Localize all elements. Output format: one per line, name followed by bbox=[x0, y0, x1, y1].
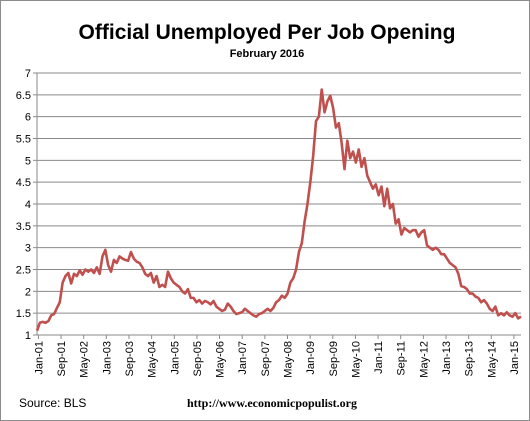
y-axis-ticks: 1 1.5 2 2.5 3 3.5 4 4.5 5 5.5 6 6.5 7 bbox=[16, 68, 37, 342]
chart-title: Official Unemployed Per Job Opening bbox=[79, 21, 456, 44]
x-tick-label: Jan-11 bbox=[373, 341, 385, 374]
x-axis-ticks: Jan-01 Sep-01 May-02 Jan-03 Sep-03 May-04 Jan-… bbox=[33, 335, 521, 378]
y-tick-label: 1.5 bbox=[16, 308, 31, 320]
y-tick-label: 2 bbox=[25, 286, 31, 298]
x-tick-label: Sep-01 bbox=[56, 341, 68, 376]
y-tick-label: 2.5 bbox=[16, 265, 31, 277]
x-tick-label: May-08 bbox=[282, 341, 294, 378]
x-tick-label: May-14 bbox=[486, 341, 498, 378]
x-tick-label: Sep-05 bbox=[192, 341, 204, 376]
y-tick-label: 6.5 bbox=[16, 90, 31, 102]
y-tick-label: 6 bbox=[25, 112, 31, 124]
chart-subtitle: February 2016 bbox=[230, 48, 305, 60]
x-tick-label: Jan-01 bbox=[33, 341, 45, 375]
y-tick-label: 3.5 bbox=[16, 221, 31, 233]
y-tick-label: 1 bbox=[25, 330, 31, 342]
axes bbox=[36, 73, 521, 336]
x-tick-label: May-10 bbox=[350, 341, 362, 378]
x-tick-label: May-12 bbox=[418, 341, 430, 378]
x-tick-label: Jan-15 bbox=[509, 341, 521, 375]
x-tick-label: Jan-09 bbox=[305, 341, 317, 375]
x-tick-label: Jan-07 bbox=[237, 341, 249, 375]
x-tick-label: May-02 bbox=[79, 341, 91, 378]
x-tick-label: Jan-03 bbox=[101, 341, 113, 375]
gridlines bbox=[37, 72, 521, 336]
y-tick-label: 4 bbox=[25, 199, 31, 211]
x-tick-label: Jan-05 bbox=[169, 341, 181, 375]
x-tick-label: Jan-13 bbox=[441, 341, 453, 375]
series-line bbox=[35, 88, 522, 332]
y-tick-label: 4.5 bbox=[16, 177, 31, 189]
x-tick-label: Sep-07 bbox=[260, 341, 272, 376]
x-tick-label: Sep-11 bbox=[396, 341, 408, 376]
x-tick-label: Sep-03 bbox=[124, 341, 136, 376]
x-tick-label: May-06 bbox=[215, 341, 227, 378]
source-label: Source: BLS bbox=[19, 396, 86, 410]
y-tick-label: 3 bbox=[25, 243, 31, 255]
x-tick-label: Sep-09 bbox=[328, 341, 340, 376]
x-tick-label: Sep-13 bbox=[464, 341, 476, 376]
x-tick-label: May-04 bbox=[147, 341, 159, 378]
y-tick-label: 5 bbox=[25, 155, 31, 167]
y-tick-label: 5.5 bbox=[16, 134, 31, 146]
y-tick-label: 7 bbox=[25, 68, 31, 80]
source-url: http://www.economicpopulist.org bbox=[187, 396, 357, 410]
